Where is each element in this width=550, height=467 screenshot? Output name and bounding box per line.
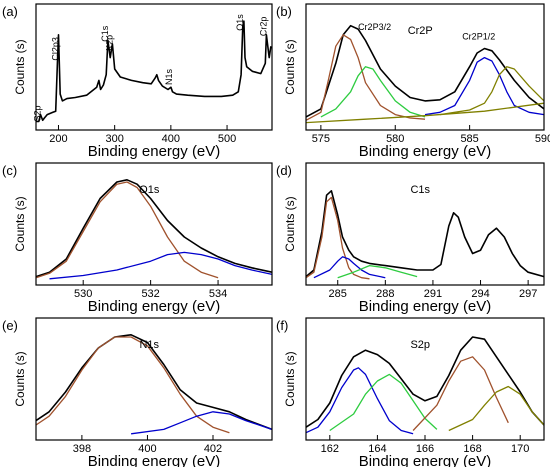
y-axis-label: Counts (s)	[13, 39, 27, 94]
chart-title: S2p	[410, 339, 430, 351]
x-tick-label: 590	[535, 133, 550, 145]
x-tick-label: 300	[105, 133, 123, 145]
chart-panel-b: 575 580 585 590 Binding energy (eV) Counts (s…	[276, 3, 550, 160]
peak-annotation: Cl2p3	[50, 37, 60, 61]
x-tick-label: 291	[424, 288, 442, 300]
peak-annotation: Cr2p	[258, 17, 268, 37]
chart-panel-d: 285 288 291 294 297 Binding energy (eV) Counts…	[276, 162, 545, 315]
series-line	[313, 256, 386, 279]
chart-title: O1s	[139, 184, 160, 196]
series-line	[320, 66, 426, 118]
chart-title: N1s	[139, 339, 159, 351]
x-tick-label: 294	[471, 288, 489, 300]
x-tick-label: 288	[376, 288, 394, 300]
x-tick-label: 580	[386, 133, 404, 145]
x-tick-label: 532	[141, 288, 159, 300]
peak-annotation: S2p	[32, 105, 42, 121]
y-axis-label: Counts (s)	[13, 196, 27, 251]
x-tick-label: 200	[49, 133, 67, 145]
panel-label: (f)	[276, 318, 288, 333]
panel-label: (a)	[2, 4, 18, 19]
y-axis-label: Counts (s)	[283, 351, 297, 406]
panel-label: (e)	[2, 318, 18, 333]
peak-annotation: C1s	[100, 25, 110, 42]
peak-annotation: O1s	[235, 14, 245, 31]
x-tick-label: 285	[329, 288, 347, 300]
x-tick-label: 402	[204, 443, 222, 455]
series-line	[337, 264, 418, 279]
x-tick-label: 500	[218, 133, 236, 145]
series-line	[36, 20, 272, 123]
series-line	[35, 179, 273, 278]
chart-title: C1s	[410, 184, 430, 196]
x-tick-label: 164	[368, 443, 386, 455]
series-line	[412, 356, 509, 431]
peak-annotation: N1s	[164, 69, 174, 86]
x-tick-label: 585	[460, 133, 478, 145]
series-line	[305, 196, 370, 280]
y-axis-label: Counts (s)	[13, 351, 27, 406]
x-axis-label: Binding energy (eV)	[88, 453, 221, 467]
series-line	[35, 181, 219, 279]
chart-panel-f: 162 164 166 168 170 Binding energy (eV) Counts…	[276, 317, 545, 467]
panel-label: (c)	[2, 163, 17, 178]
series-line	[329, 373, 438, 432]
y-axis-label: Counts (s)	[283, 196, 297, 251]
peak-annotation: Cr2P1/2	[462, 31, 495, 41]
series-line	[131, 411, 273, 435]
x-tick-label: 400	[162, 133, 180, 145]
series-line	[35, 336, 230, 434]
x-axis-label: Binding energy (eV)	[359, 453, 492, 467]
x-axis-label: Binding energy (eV)	[359, 143, 492, 160]
plot-frame	[35, 317, 273, 441]
series-line	[439, 66, 545, 116]
series-line	[305, 190, 545, 278]
x-tick-label: 168	[463, 443, 481, 455]
series-line	[305, 336, 545, 428]
series-line	[305, 24, 545, 118]
plot-frame	[305, 3, 545, 131]
peak-annotation: K2p	[104, 35, 114, 51]
panel-label: (d)	[276, 163, 292, 178]
x-tick-label: 400	[138, 443, 156, 455]
series-line	[305, 102, 545, 124]
chart-title: Cr2P	[408, 25, 433, 37]
series-line	[448, 385, 545, 432]
series-line	[35, 333, 273, 431]
x-tick-label: 166	[416, 443, 434, 455]
peak-annotation: Cr2P3/2	[358, 22, 391, 32]
x-tick-label: 530	[74, 288, 92, 300]
series-line	[305, 367, 414, 435]
x-tick-label: 170	[511, 443, 529, 455]
series-line	[49, 251, 273, 280]
x-axis-label: Binding energy (eV)	[359, 298, 492, 315]
x-axis-label: Binding energy (eV)	[88, 143, 221, 160]
x-tick-label: 534	[209, 288, 227, 300]
x-axis-label: Binding energy (eV)	[88, 298, 221, 315]
x-tick-label: 575	[312, 133, 330, 145]
series-line	[305, 34, 426, 121]
y-axis-label: Counts (s)	[283, 39, 297, 94]
panel-label: (b)	[276, 4, 292, 19]
plot-frame	[35, 162, 273, 286]
plot-frame	[35, 3, 273, 131]
x-tick-label: 297	[519, 288, 537, 300]
x-tick-label: 398	[73, 443, 91, 455]
x-tick-label: 162	[321, 443, 339, 455]
plot-frame	[305, 162, 545, 286]
